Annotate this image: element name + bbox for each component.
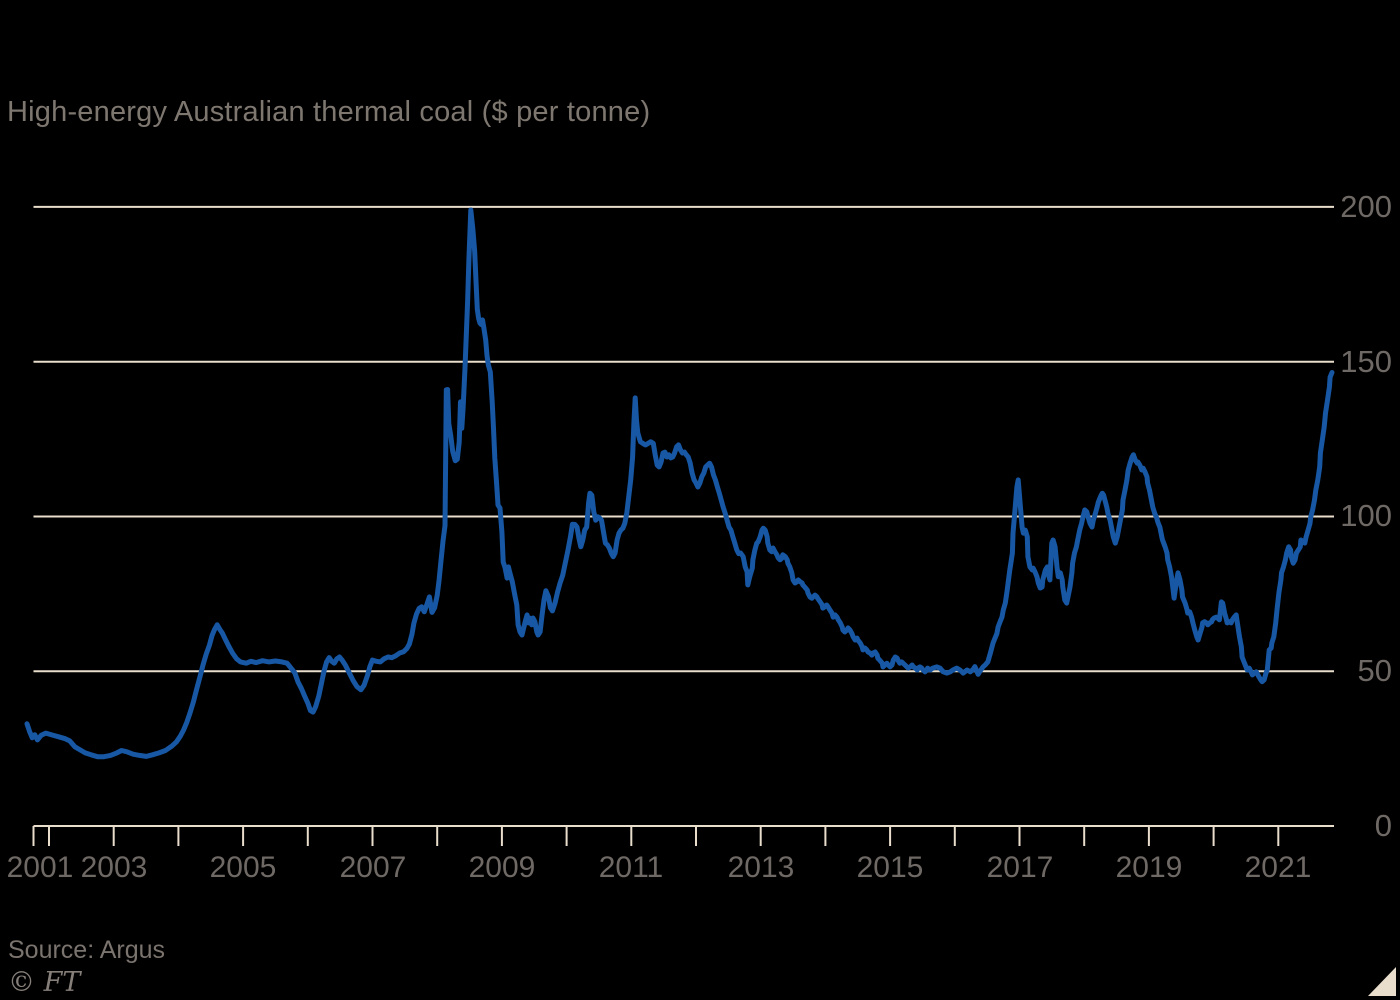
ft-corner-marker [1368,967,1396,996]
x-axis-label: 2019 [1115,851,1183,884]
ft-copyright: © FT [8,967,81,998]
price-line [24,207,1335,760]
x-axis-label: 2011 [598,851,664,884]
source-label: Source: Argus [8,936,166,964]
y-axis-label: 100 [1340,498,1392,533]
y-axis-label: 0 [1374,808,1392,843]
y-axis-label: 200 [1340,189,1392,224]
chart-title: High-energy Australian thermal coal ($ p… [7,96,651,128]
x-axis-label: 2021 [1244,851,1312,884]
y-axis-label: 150 [1340,344,1392,379]
x-axis-label: 2017 [986,851,1054,884]
x-axis-label: 2003 [80,851,148,884]
y-axis-label: 50 [1357,653,1392,688]
x-axis-label: 2001 [6,851,74,884]
x-axis-label: 2005 [209,851,277,884]
x-axis-label: 2015 [856,851,924,884]
x-axis-label: 2013 [727,851,795,884]
x-axis-label: 2007 [339,851,407,884]
x-axis-label: 2009 [468,851,536,884]
